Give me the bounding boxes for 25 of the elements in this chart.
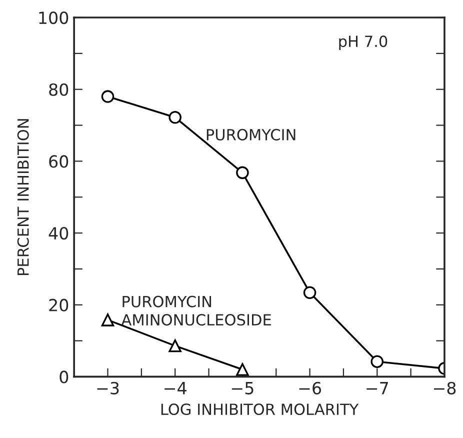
- y-tick-label: 60: [49, 155, 68, 168]
- point: [168, 339, 182, 352]
- x-tick-label: −7: [366, 382, 388, 394]
- x-axis-title: LOG INHIBITOR MOLARITY: [161, 403, 359, 416]
- x-tick-label: −6: [299, 382, 322, 394]
- point: [168, 110, 182, 124]
- y-tick-label: 80: [49, 83, 68, 96]
- point: [101, 90, 114, 103]
- y-tick-label: 100: [39, 11, 68, 24]
- point: [236, 166, 249, 180]
- x-tick-label: −4: [164, 382, 186, 394]
- y-tick-label: 20: [49, 298, 68, 312]
- y-axis-title: PERCENT INHIBITION: [17, 119, 29, 276]
- point: [236, 363, 249, 376]
- series-label: PUROMYCIN AMINONUCLEOSIDE: [121, 296, 271, 326]
- series-label: PUROMYCIN: [206, 128, 296, 140]
- x-tick-label: −8: [434, 382, 456, 394]
- y-tick-label: 0: [60, 370, 68, 384]
- point: [370, 355, 384, 368]
- x-tick-label: −3: [97, 382, 119, 394]
- point: [303, 286, 316, 300]
- annotation: pH 7.0: [339, 36, 388, 50]
- y-tick-label: 40: [48, 226, 68, 240]
- x-tick-label: −5: [232, 382, 254, 394]
- point: [101, 314, 114, 326]
